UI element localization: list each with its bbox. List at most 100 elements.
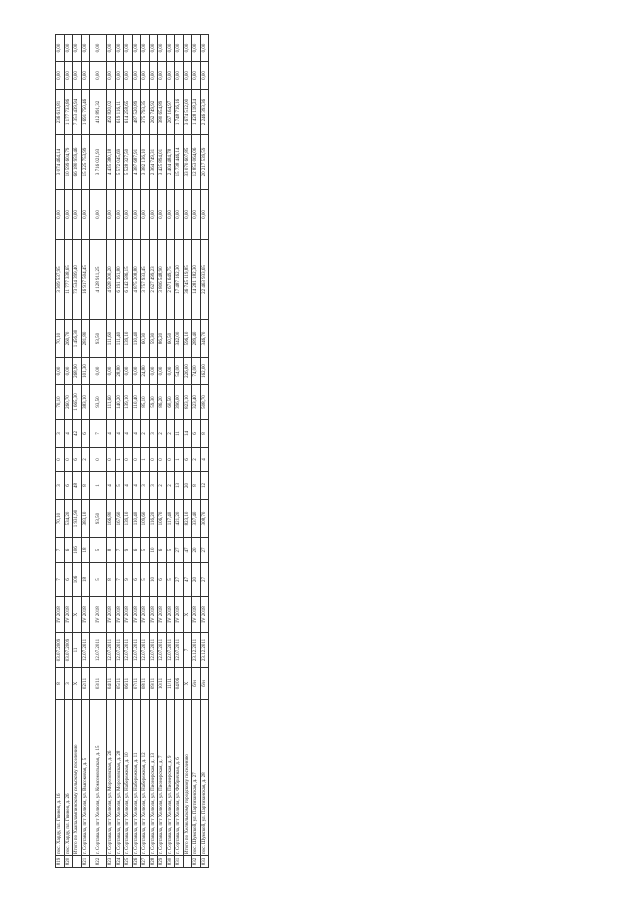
table-cell: 139,10 [123,499,132,538]
table-cell: 337,40 [191,499,200,538]
table-row: 822 г. Сортавала, пгт Хелюля, ул. Комсомо… [89,34,107,868]
table-cell: IV 2018 [140,596,149,633]
table-cell: 16 917 504,45 [81,239,90,320]
table-cell: 0,00 [191,189,200,240]
table-cell: 59,30 [149,319,158,358]
table-row: 819 пос. Харду, пл. Гвинея, д. 16 8 03.07.2… [55,34,64,868]
table-cell: 9 [123,537,132,563]
address-cell: пос. Шумской, ул. Партизанская, д. 27 [191,699,200,856]
table-cell: 47 [183,537,192,563]
table-cell: 09/11 [149,667,158,700]
table-cell: 412 891,32 [89,89,107,135]
table-cell: 1 [140,447,149,472]
table-cell: 0 [123,447,132,472]
table-cell: 346,70 [200,319,209,358]
table-cell: 7 [115,537,124,563]
table-cell: б/н [191,667,200,700]
table-cell: IV 2018 [200,596,209,633]
table-cell: 60,30 [140,319,149,358]
table-cell: 0,00 [166,357,175,385]
table-cell: 260,70 [64,319,73,358]
table-cell: IV 2018 [55,596,64,633]
table-cell: 3 [64,667,73,700]
table-cell: 832 [191,855,200,868]
table-cell: 0 [157,447,166,472]
table-cell: 6 [81,419,90,448]
table-cell: 3 425 894,01 [157,134,166,190]
table-cell: 492 820,02 [106,89,115,135]
table-cell: 0,00 [123,34,132,62]
table-cell: 0,00 [81,61,90,90]
table-cell: 0,00 [115,189,124,240]
table-cell: 2 671 649,75 [166,239,175,320]
table-cell: 3 [55,419,64,448]
table-cell: 6 [64,471,73,500]
table-cell: 0,00 [72,34,81,62]
table-cell: IV 2018 [123,596,132,633]
table-cell: 02/11 [81,667,90,700]
table-cell: 823,10 [183,499,192,538]
table-cell: 4 [64,419,73,448]
table-cell: 2 [157,471,166,500]
table-cell: 12.07.2011 [81,632,90,668]
table-cell: 826 [132,855,141,868]
table-row: 820 пос. Харду, пл. Гвинея, д. 26 3 03.07.2… [64,34,73,868]
table-cell: 93,50 [89,499,107,538]
table-cell: 0,00 [55,34,64,62]
table-cell: 24,80 [140,357,149,385]
table-cell: 822 [89,855,107,868]
table-cell: X [72,596,81,633]
table-cell: 139,10 [123,319,132,358]
table-cell: 70,10 [55,384,64,420]
table-row: 824 г. Сортавала, пгт Хелюля, ул. Морозов… [115,34,124,868]
subtotal-row: Итого по Хелюльскому городскому поселени… [183,34,192,868]
address-cell: г. Сортавала, пгт Хелюля, ул. Пионерская… [157,699,166,856]
table-cell: 4 [132,419,141,448]
table-cell: 106 [72,562,81,597]
table-cell: 0,00 [55,189,64,240]
table-cell: 5 [89,537,107,563]
table-cell: 380 654,89 [157,89,166,135]
table-cell: 101,30 [81,357,90,385]
table-cell: 825 [123,855,132,868]
table-cell: 375 793,35 [140,89,149,135]
table-cell: 508,70 [200,384,209,420]
table-cell: 5 [89,562,107,597]
table-cell: 14 281 182,30 [191,239,200,320]
table-cell: 2 246 393,36 [200,89,209,135]
table-cell: 73 534 399,40 [72,239,81,320]
table-cell: 23.12.2011 [200,632,209,668]
table-cell: 10 599 604,79 [64,134,73,190]
address-cell: г. Сортавала, пгт Хелюля, ул. Высоковая,… [81,699,90,856]
table-cell: 5 [115,471,124,500]
table-cell: 534,20 [64,499,73,538]
table-cell: 3 [149,471,158,500]
table-cell: 829 [157,855,166,868]
table-row: 825 г. Сортавала, пгт Хелюля, ул. Набереж… [123,34,132,868]
table-cell: 70,10 [55,319,64,358]
table-cell: 2 [166,471,175,500]
table-row: 831 г. Сортавала, пгт Хелюля, ул. Фабричн… [174,34,183,868]
table-cell: 4 875 208,80 [132,239,141,320]
table-cell: 0,00 [140,189,149,240]
table-cell: 0 [166,447,175,472]
table-cell: 03.07.2009 [55,632,64,668]
table-cell: 70,10 [55,499,64,538]
table-cell: 0 [132,447,141,472]
table-cell: 2 [81,447,90,472]
table-cell: 821 [81,855,90,868]
table-row: 828 г. Сортавала, пгт Хелюля, ул. Пионерс… [149,34,158,868]
table-cell: 0,00 [157,189,166,240]
table-cell: IV 2018 [132,596,141,633]
table-cell: 2 [191,447,200,472]
table-cell: 0,00 [106,357,115,385]
table-cell: 1 665,30 [72,384,81,420]
table-cell: б/н [200,667,209,700]
table-cell: 6 191 161,80 [115,239,124,320]
table-cell: X [183,596,192,633]
table-cell: 109,60 [140,499,149,538]
table-cell: 2 627 499,23 [149,239,158,320]
table-cell: 3 309 537,95 [55,239,64,320]
table-cell: 0,00 [89,34,107,62]
table-cell: 823,10 [183,384,192,420]
